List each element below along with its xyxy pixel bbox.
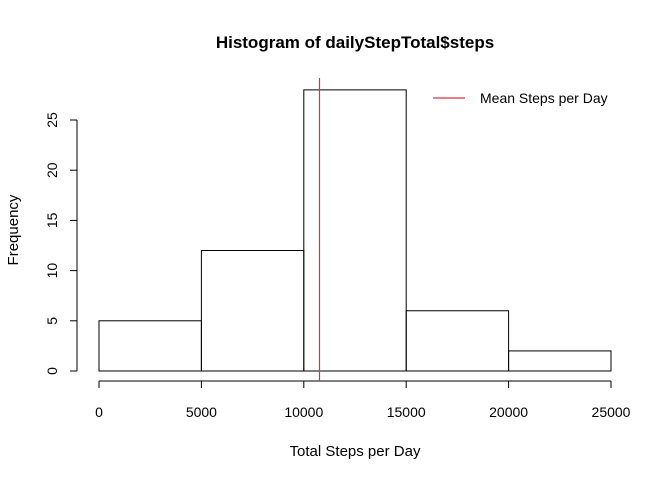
y-axis: 0 5 10 15 20 25 [44,112,78,375]
y-tick-label: 10 [44,263,60,279]
legend: Mean Steps per Day [433,90,608,106]
x-tick-label: 0 [95,404,103,420]
y-tick-label: 15 [44,212,60,228]
histogram-bar [303,89,407,372]
x-tick-label: 10000 [284,404,323,420]
y-tick-label: 25 [44,112,60,128]
x-tick-label: 15000 [387,404,426,420]
y-axis-label: Frequency [5,194,22,265]
y-tick-label: 5 [44,317,60,325]
histogram-bar [98,320,202,372]
histogram-bar [508,350,612,372]
histogram-bar [405,310,510,372]
x-tick-label: 20000 [489,404,528,420]
y-tick-label: 20 [44,162,60,178]
x-axis: 0 5000 10000 15000 20000 25000 [95,380,631,420]
bars-group [98,89,612,372]
chart-title: Histogram of dailyStepTotal$steps [216,33,494,52]
x-tick-label: 25000 [592,404,631,420]
x-tick-label: 5000 [186,404,217,420]
legend-label: Mean Steps per Day [480,90,608,106]
y-tick-label: 0 [44,367,60,375]
histogram-bar [200,250,305,372]
x-axis-label: Total Steps per Day [290,443,421,460]
